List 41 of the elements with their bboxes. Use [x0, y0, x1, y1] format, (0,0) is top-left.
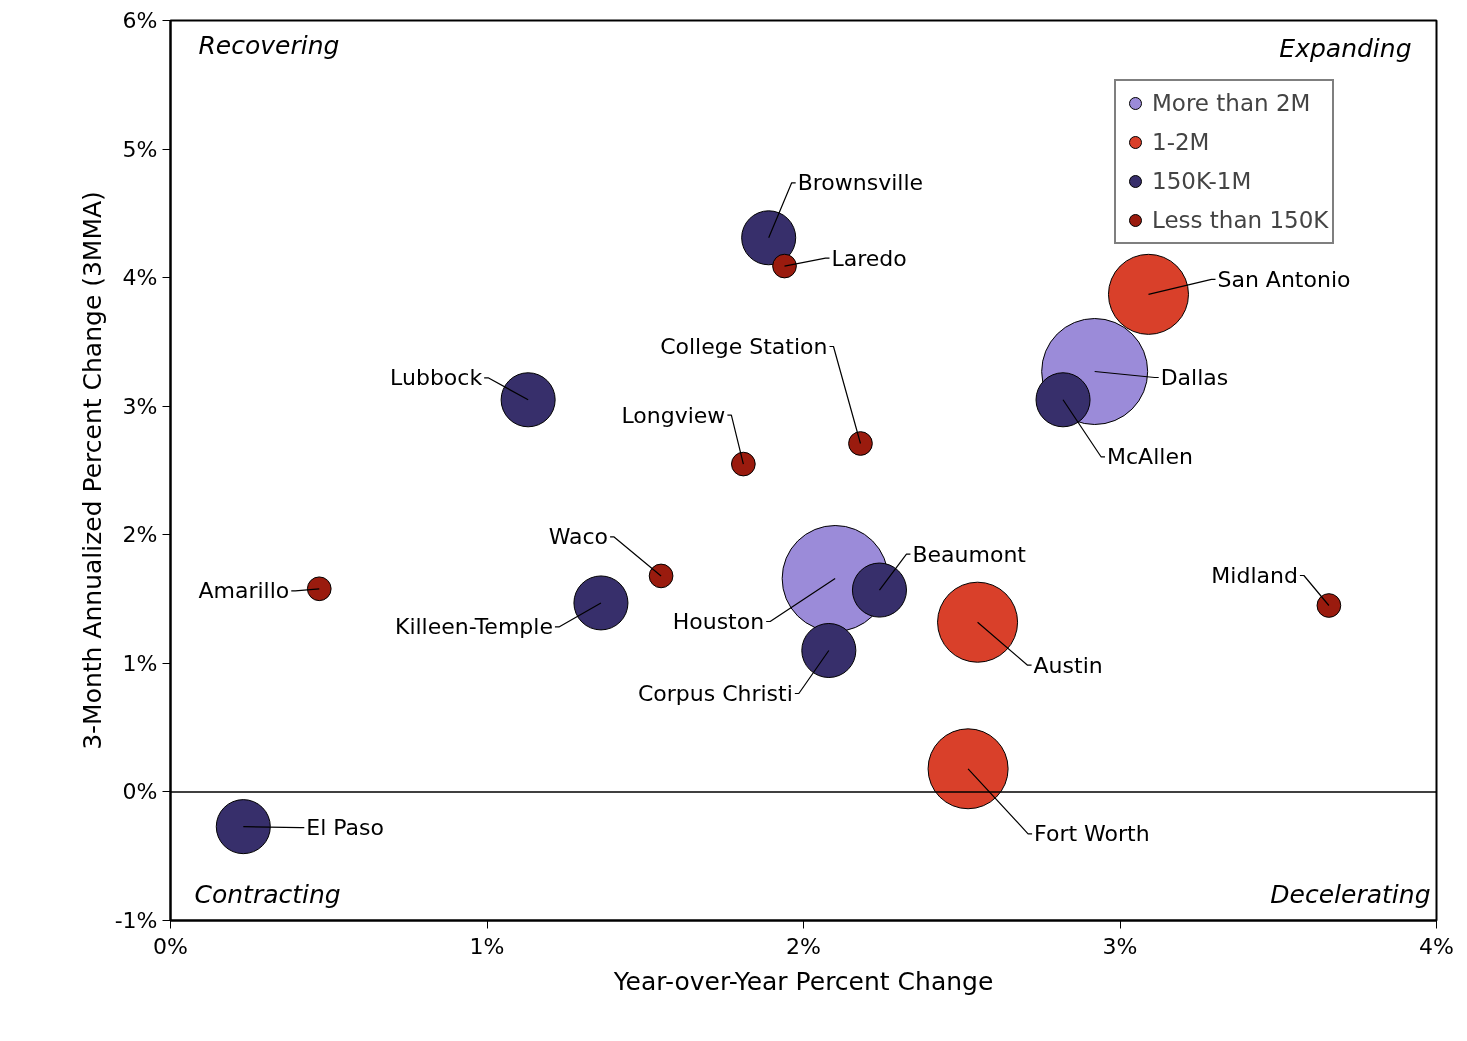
annotation: Decelerating — [1270, 879, 1431, 909]
annotation: Killeen-Temple — [394, 614, 553, 640]
annotation: Amarillo — [198, 578, 290, 604]
y-tick-label: 2% — [122, 522, 158, 548]
y-tick-label: 1% — [122, 650, 158, 676]
x-axis-title: Year-over-Year Percent Change — [612, 966, 994, 996]
y-tick-label: 0% — [122, 779, 158, 805]
annotation: Expanding — [1279, 33, 1412, 63]
annotation: Longview — [621, 402, 726, 428]
x-tick-label: 2% — [786, 933, 821, 959]
annotation: Austin — [1033, 652, 1103, 678]
legend-label: 150K-1M — [1152, 168, 1252, 194]
legend-label: Less than 150K — [1152, 207, 1329, 233]
y-tick-label: 4% — [122, 265, 158, 291]
annotation: Midland — [1211, 563, 1298, 588]
annotation: Fort Worth — [1034, 821, 1150, 847]
annotation: Recovering — [198, 30, 340, 60]
x-tick-label: 0% — [153, 933, 188, 959]
annotation: Dallas — [1160, 365, 1229, 390]
annotation: Houston — [672, 609, 765, 634]
annotation: Lubbock — [390, 365, 483, 391]
annotation: Waco — [548, 524, 609, 550]
x-tick-label: 4% — [1419, 933, 1454, 959]
y-tick-label: -1% — [114, 908, 158, 933]
annotation: Beaumont — [912, 541, 1027, 567]
y-tick-label: 6% — [122, 8, 158, 33]
x-tick-label: 3% — [1102, 933, 1138, 959]
y-tick-label: 5% — [122, 136, 158, 162]
annotation: College Station — [660, 334, 828, 359]
annotation: Corpus Christi — [637, 681, 793, 706]
annotation: San Antonio — [1217, 266, 1351, 292]
annotation: El Paso — [306, 815, 384, 841]
annotation: McAllen — [1107, 444, 1193, 470]
y-tick-label: 3% — [122, 393, 158, 419]
legend-label: 1-2M — [1152, 129, 1210, 155]
annotation: Brownsville — [797, 170, 924, 196]
annotation: Laredo — [831, 245, 907, 271]
x-tick-label: 1% — [469, 933, 505, 959]
annotation: Contracting — [194, 879, 341, 909]
legend-label: More than 2M — [1152, 90, 1311, 116]
y-axis-title: 3-Month Annualized Percent Change (3MMA) — [77, 191, 107, 750]
